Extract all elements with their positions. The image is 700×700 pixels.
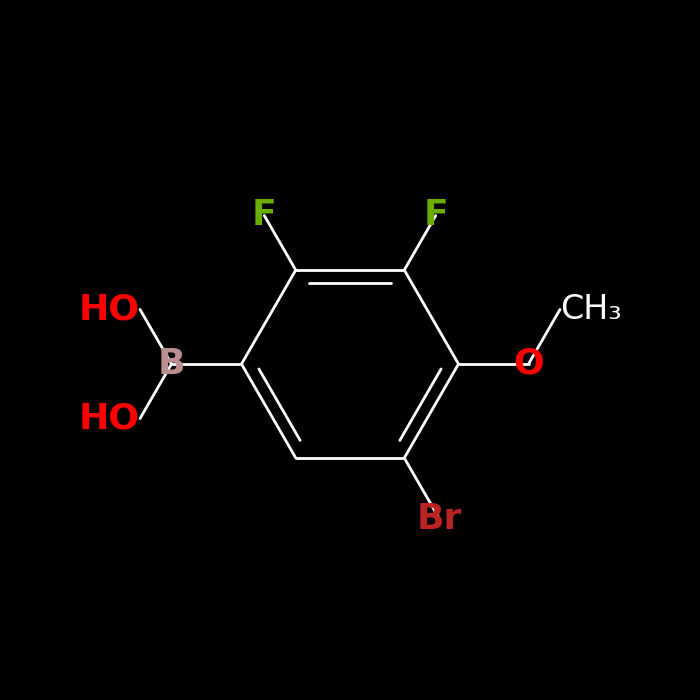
- Text: O: O: [513, 347, 544, 381]
- Text: HO: HO: [79, 402, 140, 435]
- Text: Br: Br: [416, 502, 462, 536]
- Text: F: F: [252, 199, 276, 232]
- Text: B: B: [158, 347, 186, 381]
- Text: CH₃: CH₃: [560, 293, 622, 326]
- Text: HO: HO: [79, 293, 140, 326]
- Text: F: F: [424, 199, 448, 232]
